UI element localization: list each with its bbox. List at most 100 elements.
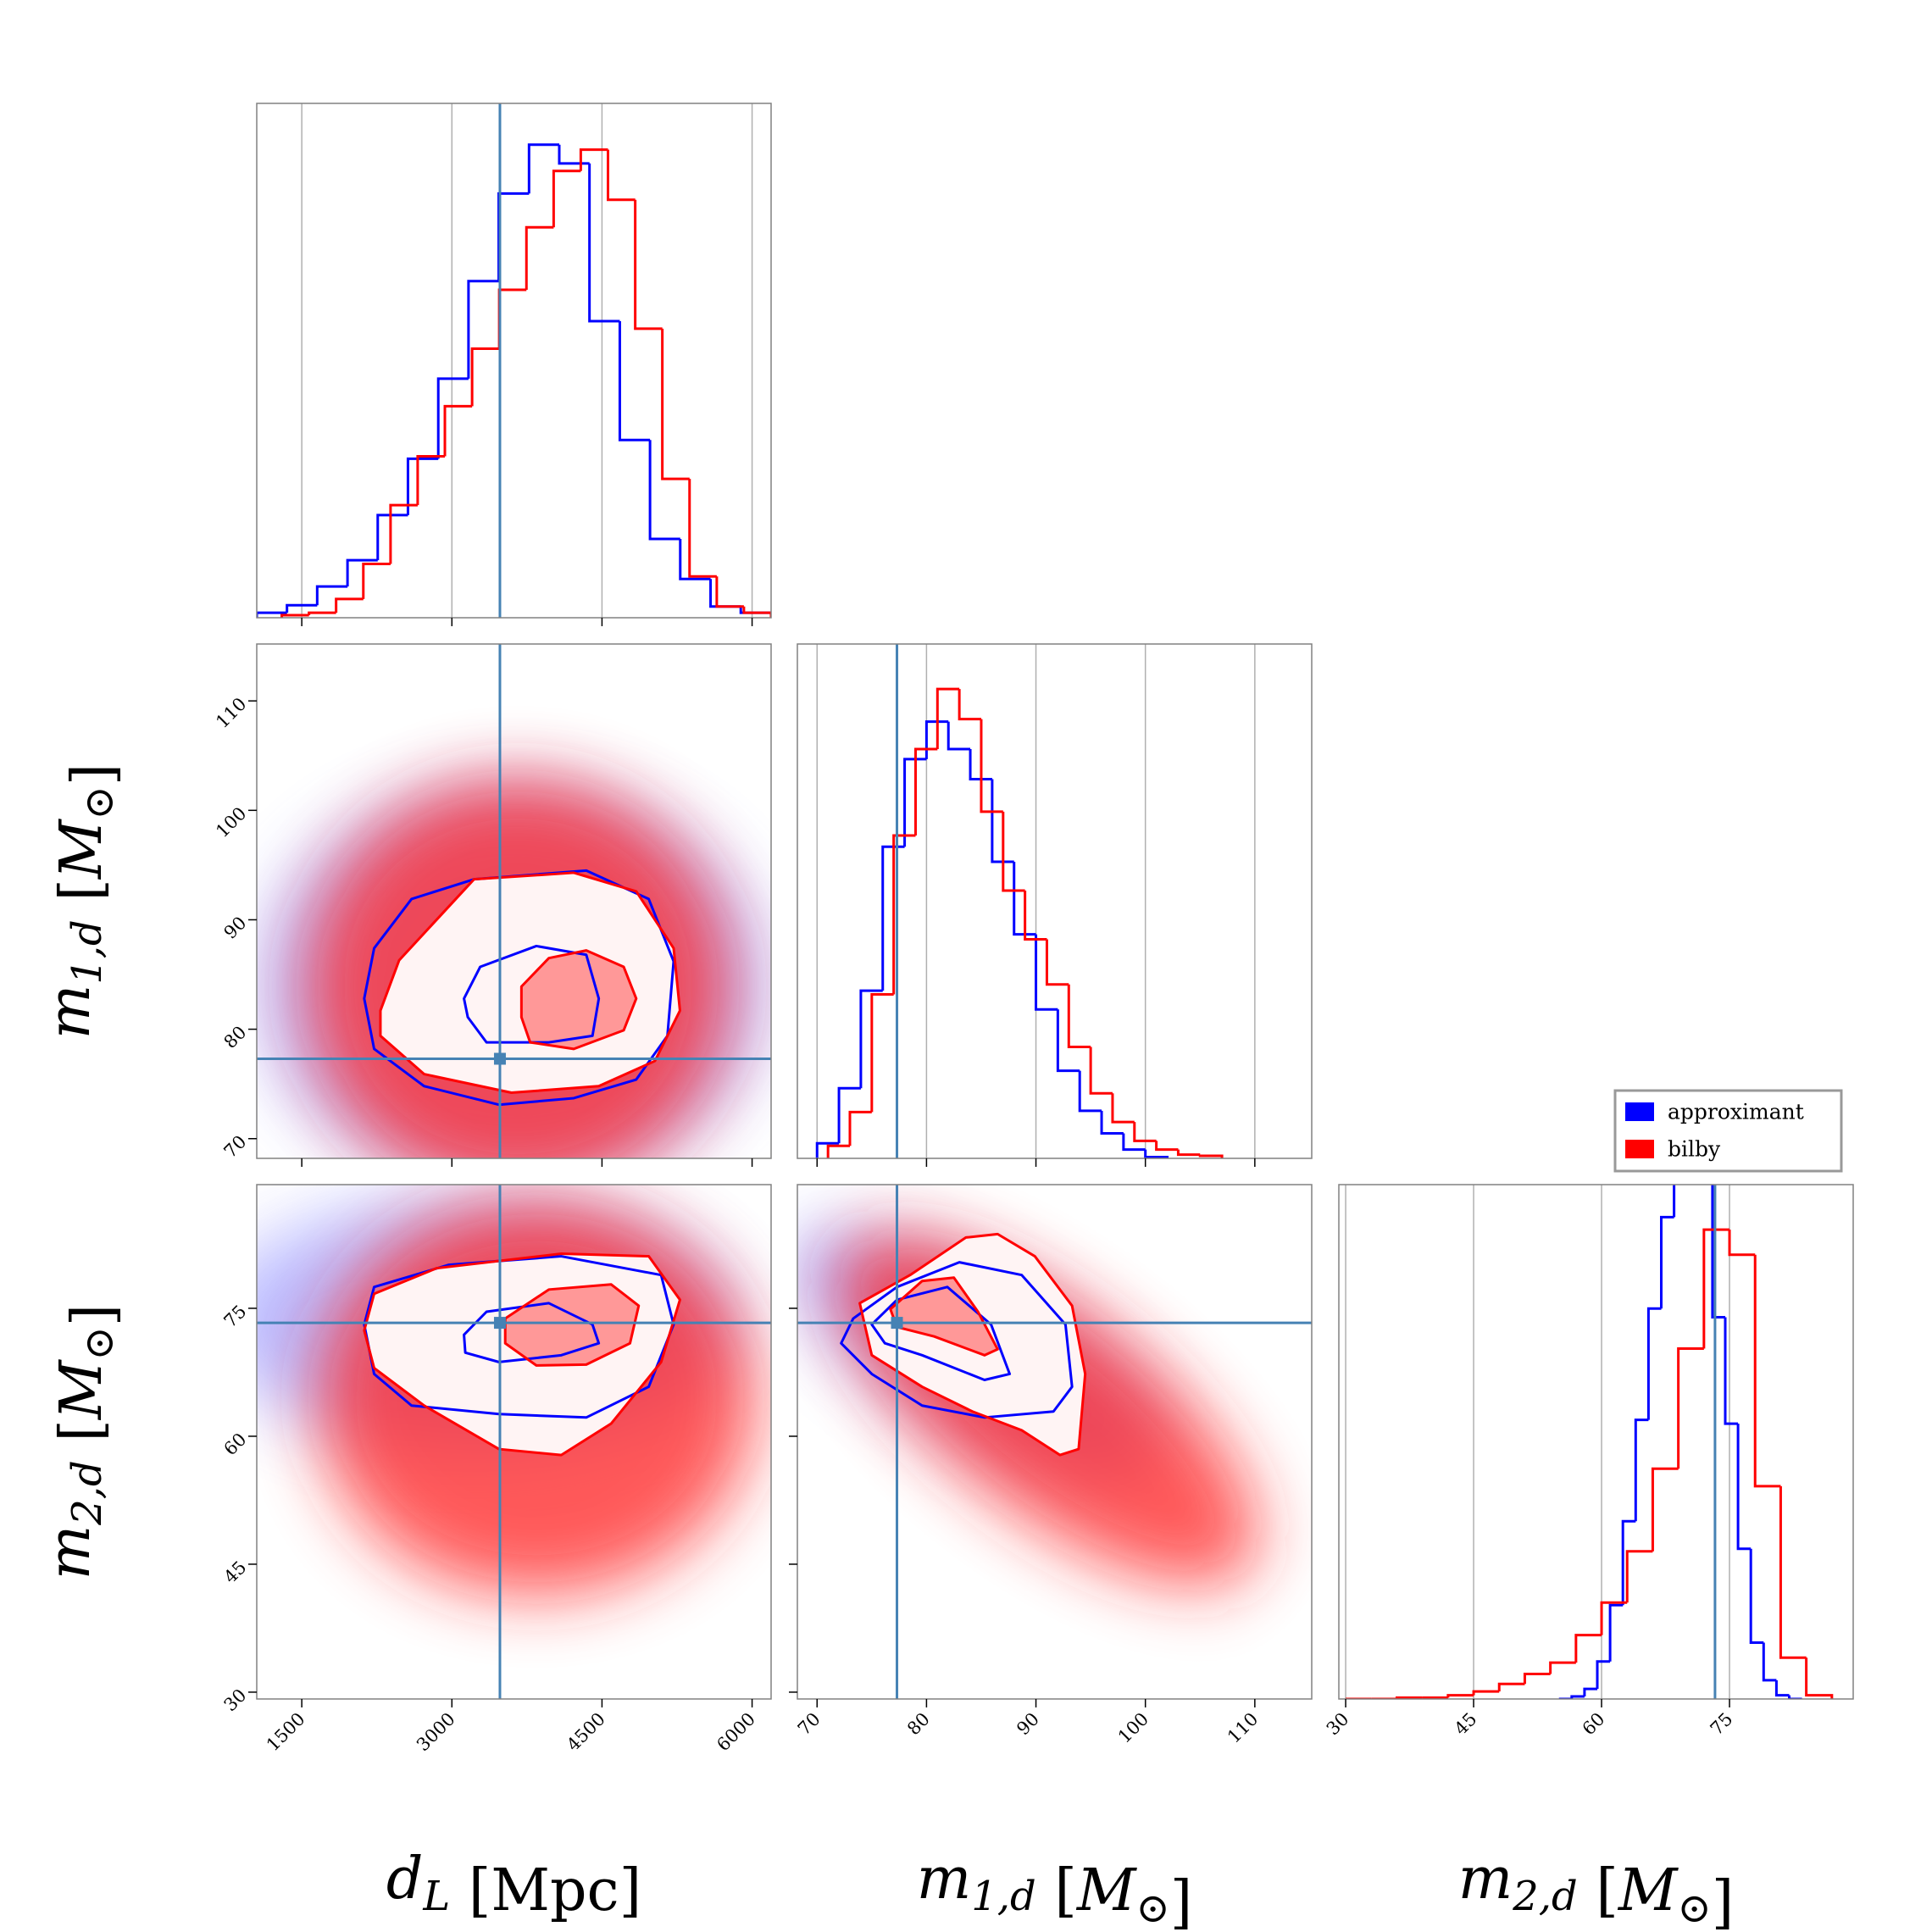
hist-step: [837, 1086, 861, 1144]
hist-step: [257, 611, 287, 618]
hist-step: [742, 606, 771, 618]
hist-step: [315, 585, 348, 606]
hist-step: [947, 721, 971, 751]
hist-step: [1024, 890, 1047, 941]
hist-step: [470, 347, 500, 407]
panel: [1345, 1185, 1834, 1699]
hist-step: [1677, 1346, 1704, 1469]
label-text: ]: [1170, 1869, 1193, 1932]
hist-step: [1045, 939, 1069, 986]
hist-step: [308, 611, 336, 616]
label-subscript: 2,d: [64, 1460, 111, 1526]
contour: [363, 869, 675, 1107]
hist-step: [892, 834, 916, 995]
hist-step: [1600, 1601, 1628, 1635]
hist-step: [1497, 1682, 1525, 1692]
hist-step: [1608, 1603, 1624, 1662]
contour: [463, 1302, 601, 1363]
hist-step: [859, 989, 883, 1089]
hist-step: [1673, 1185, 1676, 1218]
hist-step: [661, 328, 690, 480]
hist-step: [527, 143, 559, 194]
label-text: M: [48, 818, 115, 880]
hist-step: [1100, 1110, 1124, 1135]
hist-step: [607, 149, 636, 202]
hist-step: [1013, 861, 1036, 936]
hist-step: [1446, 1694, 1474, 1698]
label-subscript: ⊙: [1678, 1885, 1712, 1932]
hist-step: [1122, 1133, 1146, 1152]
hist-step: [980, 719, 1003, 813]
hist-step: [1472, 1690, 1500, 1696]
label-text: [Mpc]: [450, 1857, 641, 1924]
truth-marker: [493, 1317, 506, 1330]
hist-step: [1133, 1122, 1157, 1142]
label-subscript: ⊙: [75, 1326, 123, 1360]
hist-step: [1702, 1228, 1730, 1349]
truth-marker: [891, 1317, 903, 1330]
label-subscript: ⊙: [1136, 1885, 1170, 1932]
hist-step: [1067, 984, 1091, 1049]
panel: [257, 1185, 771, 1699]
panel-frame: [256, 103, 772, 619]
hist-step: [1660, 1215, 1674, 1309]
hist-step: [913, 747, 938, 836]
panel: [815, 644, 1256, 1158]
axis-label: m2,d [M⊙]: [1458, 1846, 1735, 1932]
panel: [257, 103, 771, 618]
panel-frame: [256, 643, 772, 1159]
contour: [519, 949, 638, 1051]
panel-frame: [256, 1184, 772, 1700]
density-fill: [890, 1277, 998, 1356]
hist-step: [389, 503, 418, 564]
hist-step: [634, 199, 663, 330]
legend-label: bilby: [1668, 1137, 1721, 1162]
contour: [503, 1283, 641, 1367]
hist-step: [406, 457, 439, 515]
hist-step: [648, 440, 680, 541]
label-subscript: ⊙: [75, 786, 123, 819]
panel: [257, 644, 771, 1158]
contour: [840, 1261, 1074, 1419]
label-subscript: 1,d: [971, 1873, 1036, 1920]
hist-step: [376, 514, 408, 561]
hist-step: [588, 163, 620, 323]
hist-step: [1596, 1660, 1611, 1690]
hist-step: [715, 576, 744, 608]
label-text: [: [1578, 1857, 1618, 1924]
contour: [379, 871, 681, 1095]
hist-step: [991, 779, 1014, 863]
hist-step: [1728, 1230, 1756, 1257]
label-text: M: [1075, 1857, 1138, 1924]
hist-step: [1198, 1154, 1224, 1158]
hist-step: [362, 562, 391, 599]
contour: [363, 1252, 681, 1457]
axis-label: dL [Mpc]: [386, 1846, 641, 1924]
hist-step: [1762, 1642, 1777, 1682]
legend-swatch: [1625, 1140, 1654, 1158]
hist-step: [1724, 1317, 1739, 1425]
hist-step: [552, 169, 581, 228]
hist-step: [1549, 1661, 1576, 1674]
hist-step: [935, 687, 960, 750]
density-fill: [521, 950, 636, 1049]
hist-step: [1523, 1672, 1551, 1685]
hist-step: [1625, 1550, 1653, 1603]
axis-label: m1,d [M⊙]: [36, 763, 127, 1040]
hist-step: [1634, 1418, 1649, 1522]
hist-step: [1646, 1307, 1662, 1420]
panel-frame: [797, 643, 1313, 1159]
hist-step: [1056, 1009, 1080, 1073]
hist-step: [1111, 1093, 1135, 1124]
label-subscript: 2,d: [1512, 1873, 1578, 1920]
label-text: m: [917, 1846, 971, 1913]
label-subscript: L: [422, 1873, 450, 1920]
hist-step: [1035, 934, 1058, 1011]
label-text: ]: [1712, 1869, 1735, 1932]
hist-step: [1176, 1149, 1201, 1157]
label-text: ]: [60, 1304, 127, 1327]
hist-step: [443, 404, 473, 457]
hist-step: [467, 280, 499, 379]
hist-step: [1078, 1070, 1102, 1113]
